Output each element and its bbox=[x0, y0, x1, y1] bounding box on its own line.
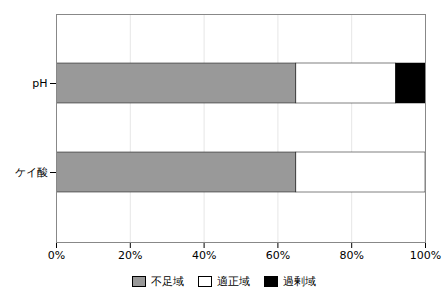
svg-text:pH: pH bbox=[32, 77, 47, 90]
html-text:過剰域: 過剰域 bbox=[282, 275, 316, 288]
svg-text:40%: 40% bbox=[192, 249, 216, 262]
svg-text:ケイ酸: ケイ酸 bbox=[15, 166, 48, 179]
html-text:不足域: 不足域 bbox=[150, 275, 184, 288]
svg-text:0%: 0% bbox=[48, 249, 65, 262]
svg-text:80%: 80% bbox=[339, 249, 363, 262]
svg-text:20%: 20% bbox=[118, 249, 142, 262]
svg-text:60%: 60% bbox=[266, 249, 290, 262]
svg-text:100%: 100% bbox=[410, 249, 441, 262]
html-text:適正域: 適正域 bbox=[216, 275, 250, 288]
